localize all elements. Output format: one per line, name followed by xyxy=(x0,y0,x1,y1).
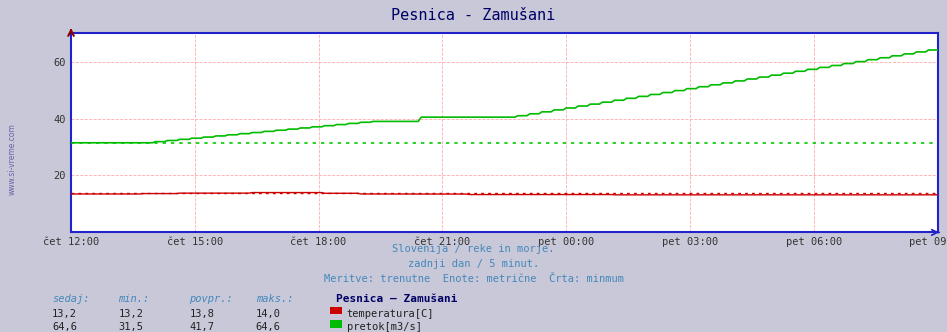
Text: zadnji dan / 5 minut.: zadnji dan / 5 minut. xyxy=(408,259,539,269)
Text: Meritve: trenutne  Enote: metrične  Črta: minmum: Meritve: trenutne Enote: metrične Črta: … xyxy=(324,274,623,284)
Text: Slovenija / reke in morje.: Slovenija / reke in morje. xyxy=(392,244,555,254)
Text: min.:: min.: xyxy=(118,294,150,304)
Text: sedaj:: sedaj: xyxy=(52,294,90,304)
Text: Pesnica - Zamušani: Pesnica - Zamušani xyxy=(391,8,556,23)
Text: 14,0: 14,0 xyxy=(256,309,280,319)
Text: maks.:: maks.: xyxy=(256,294,294,304)
Text: pretok[m3/s]: pretok[m3/s] xyxy=(347,322,421,332)
Text: 13,8: 13,8 xyxy=(189,309,214,319)
Text: Pesnica – Zamušani: Pesnica – Zamušani xyxy=(336,294,457,304)
Text: 41,7: 41,7 xyxy=(189,322,214,332)
Text: 64,6: 64,6 xyxy=(52,322,77,332)
Text: 13,2: 13,2 xyxy=(118,309,143,319)
Text: 64,6: 64,6 xyxy=(256,322,280,332)
Text: povpr.:: povpr.: xyxy=(189,294,233,304)
Text: 31,5: 31,5 xyxy=(118,322,143,332)
Text: www.si-vreme.com: www.si-vreme.com xyxy=(8,124,17,195)
Text: temperatura[C]: temperatura[C] xyxy=(347,309,434,319)
Text: 13,2: 13,2 xyxy=(52,309,77,319)
